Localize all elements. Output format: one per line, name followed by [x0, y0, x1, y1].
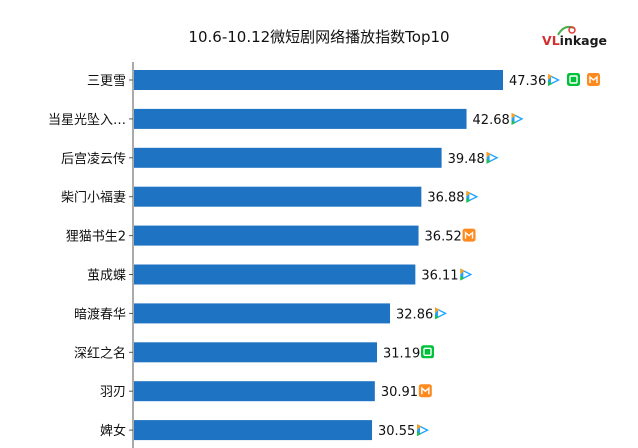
value-label: 42.68: [473, 113, 510, 128]
value-label: 36.52: [425, 230, 462, 245]
tencent-video-icon: [511, 112, 524, 125]
iqiyi-icon: [421, 345, 435, 359]
bar: [134, 303, 391, 324]
bar: [134, 186, 422, 207]
mango-tv-icon: [418, 384, 432, 398]
iqiyi-icon: [567, 73, 580, 86]
bar-row: 婢女 30.55: [100, 420, 430, 441]
category-label: 三更雪: [87, 74, 126, 89]
category-label: 后宫凌云传: [61, 152, 126, 167]
category-label: 深红之名: [74, 345, 126, 361]
bar-row: 柴门小福妻 36.88: [61, 186, 479, 207]
tencent-video-icon: [417, 424, 430, 437]
value-label: 32.86: [396, 307, 433, 322]
bar-row: 深红之名 31.19: [74, 342, 435, 363]
bar: [134, 225, 419, 246]
bar: [134, 420, 373, 441]
tencent-video-icon: [466, 190, 479, 203]
bar-row: 狸猫书生2 36.52: [66, 225, 476, 246]
bar: [134, 147, 442, 168]
value-label: 36.88: [427, 191, 464, 206]
category-label: 柴门小福妻: [61, 191, 126, 206]
bar-row: 当星光坠入… 42.68: [48, 108, 524, 129]
logo-text: VLinkage: [542, 33, 607, 48]
bar-row: 暗渡春华 32.86: [74, 303, 448, 324]
bar-row: 羽刃 30.91: [100, 381, 432, 402]
logo-letter-v: V: [542, 33, 552, 48]
bar-row: 后宫凌云传 39.48: [61, 147, 499, 168]
category-label: 婢女: [100, 423, 126, 439]
logo-letters-rest: inkage: [559, 33, 608, 48]
category-label: 当星光坠入…: [48, 112, 126, 128]
category-label: 暗渡春华: [74, 306, 126, 322]
bar: [134, 108, 467, 129]
bar-row: 茧成蝶 36.11: [87, 264, 473, 285]
tencent-video-icon: [460, 268, 473, 281]
tencent-video-icon: [548, 74, 560, 86]
tencent-video-icon: [435, 307, 448, 320]
value-label: 30.55: [378, 424, 415, 439]
value-label: 39.48: [448, 152, 485, 167]
value-label: 30.91: [381, 385, 418, 400]
category-label: 狸猫书生2: [66, 230, 126, 245]
category-label: 羽刃: [100, 385, 126, 400]
tencent-video-icon: [486, 151, 499, 164]
vlinkage-logo: VLinkage: [540, 24, 635, 50]
value-label: 36.11: [421, 269, 458, 284]
mango-tv-icon: [462, 228, 476, 242]
logo-swirl-icon: [557, 25, 576, 36]
bar: [134, 342, 378, 363]
value-label: 31.19: [383, 346, 420, 361]
bar-row: 三更雪 47.36: [87, 70, 600, 90]
value-label: 47.36: [509, 74, 546, 89]
logo-letter-l: L: [551, 33, 560, 48]
mango-tv-icon: [587, 73, 600, 86]
bar: [134, 381, 375, 402]
bar: [134, 70, 503, 90]
bar: [134, 264, 416, 285]
chart-title: 10.6-10.12微短剧网络播放指数Top10: [188, 28, 450, 46]
category-label: 茧成蝶: [87, 268, 126, 284]
